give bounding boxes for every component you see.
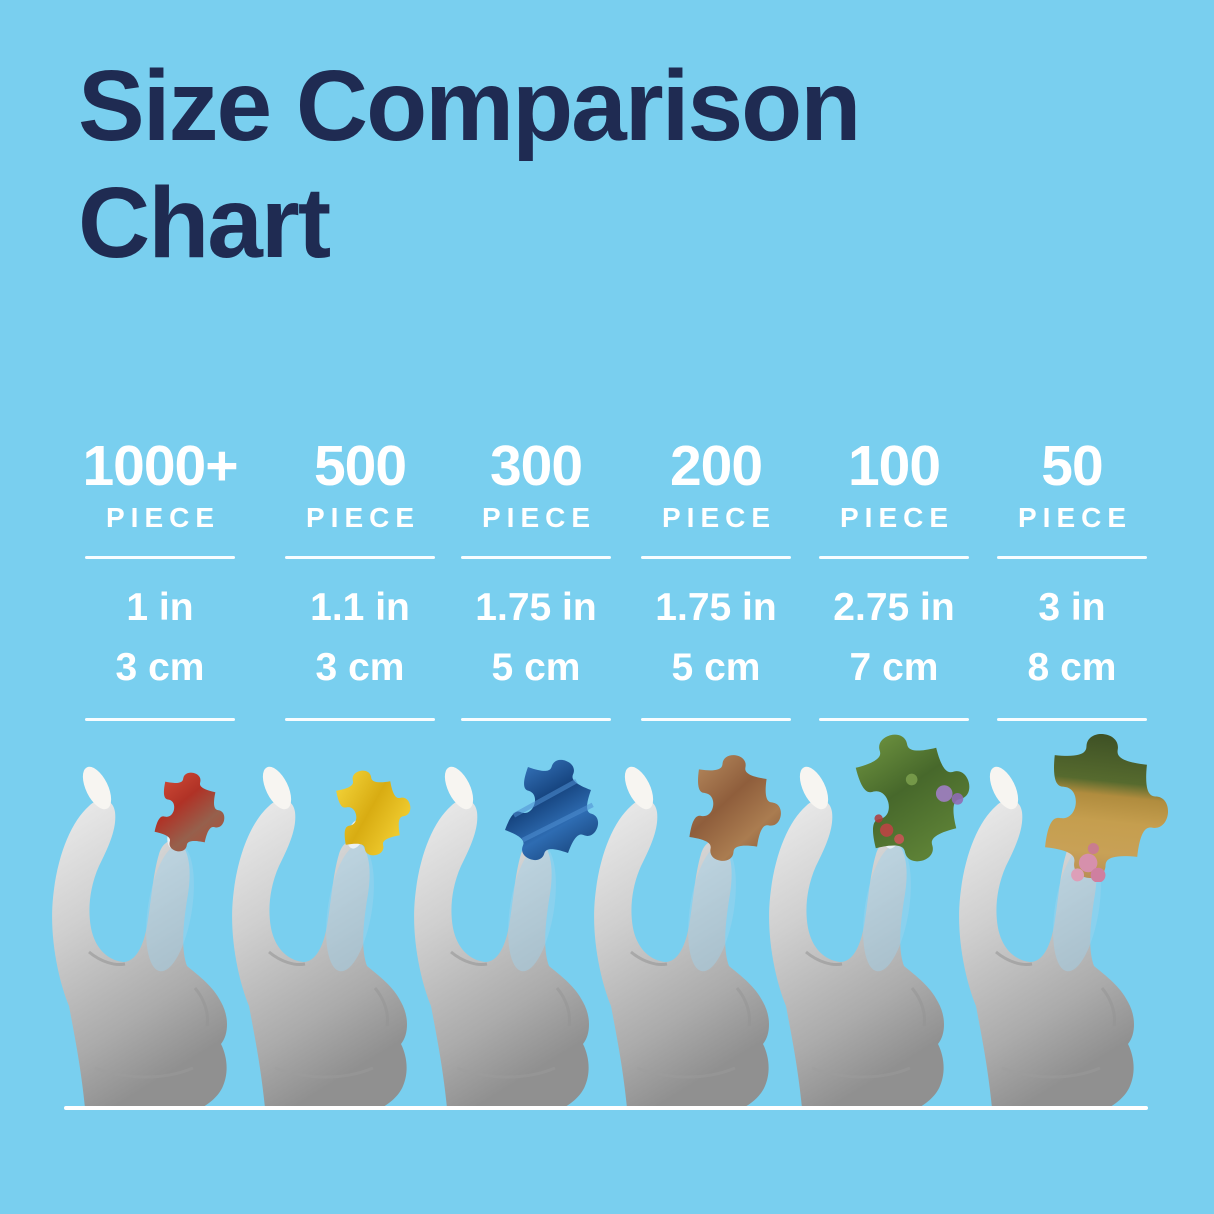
divider-line bbox=[819, 718, 969, 721]
size-cm: 3 cm bbox=[315, 646, 405, 689]
puzzle-piece-icon-100 bbox=[850, 730, 974, 866]
piece-unit-label: PIECE bbox=[481, 502, 597, 533]
size-column-1000-piece: 1000+ PIECE 1 in 3 cm bbox=[65, 438, 255, 721]
piece-unit-label: PIECE bbox=[839, 502, 955, 533]
size-inches: 1.75 in bbox=[475, 586, 597, 629]
puzzle-piece-icon-300 bbox=[498, 755, 603, 865]
divider-line bbox=[641, 718, 791, 721]
puzzle-piece-icon-500 bbox=[333, 768, 413, 858]
size-column-200-piece: 200 PIECE 1.75 in 5 cm bbox=[621, 438, 811, 721]
divider-line bbox=[85, 556, 235, 559]
size-cm: 5 cm bbox=[491, 646, 581, 689]
puzzle-piece-icon-1000 bbox=[151, 770, 227, 854]
piece-count: 300 bbox=[489, 434, 583, 498]
divider-line bbox=[819, 556, 969, 559]
piece-unit-label: PIECE bbox=[661, 502, 777, 533]
puzzle-piece-icon-200 bbox=[686, 752, 784, 864]
piece-unit-label: PIECE bbox=[1017, 502, 1133, 533]
piece-count: 200 bbox=[669, 434, 763, 498]
size-inches: 2.75 in bbox=[833, 586, 955, 629]
baseline-divider bbox=[64, 1106, 1148, 1110]
divider-line bbox=[641, 556, 791, 559]
divider-line bbox=[997, 556, 1147, 559]
size-inches: 1.1 in bbox=[310, 586, 410, 629]
divider-line bbox=[997, 718, 1147, 721]
size-cm: 3 cm bbox=[115, 646, 205, 689]
size-inches: 3 in bbox=[1038, 586, 1106, 629]
size-inches: 1.75 in bbox=[655, 586, 777, 629]
size-column-300-piece: 300 PIECE 1.75 in 5 cm bbox=[441, 438, 631, 721]
divider-line bbox=[285, 556, 435, 559]
size-cm: 8 cm bbox=[1027, 646, 1117, 689]
size-inches: 1 in bbox=[126, 586, 194, 629]
page-title-line2: Chart bbox=[78, 167, 331, 279]
puzzle-piece-icon-50 bbox=[1042, 730, 1172, 882]
divider-line bbox=[85, 718, 235, 721]
size-column-50-piece: 50 PIECE 3 in 8 cm bbox=[977, 438, 1167, 721]
size-column-100-piece: 100 PIECE 2.75 in 7 cm bbox=[799, 438, 989, 721]
size-cm: 7 cm bbox=[849, 646, 939, 689]
page-title-line1: Size Comparison bbox=[78, 50, 861, 162]
piece-unit-label: PIECE bbox=[105, 502, 221, 533]
size-cm: 5 cm bbox=[671, 646, 761, 689]
divider-line bbox=[461, 718, 611, 721]
size-column-500-piece: 500 PIECE 1.1 in 3 cm bbox=[265, 438, 455, 721]
piece-count: 500 bbox=[313, 434, 407, 498]
piece-unit-label: PIECE bbox=[305, 502, 421, 533]
divider-line bbox=[461, 556, 611, 559]
piece-count: 1000+ bbox=[82, 434, 238, 498]
size-comparison-table: 1000+ PIECE 1 in 3 cm 500 PIECE 1.1 in 3… bbox=[0, 438, 1214, 721]
divider-line bbox=[285, 718, 435, 721]
piece-count: 100 bbox=[847, 434, 941, 498]
page-title: Size Comparison Chart bbox=[78, 48, 861, 282]
piece-count: 50 bbox=[1041, 434, 1103, 498]
